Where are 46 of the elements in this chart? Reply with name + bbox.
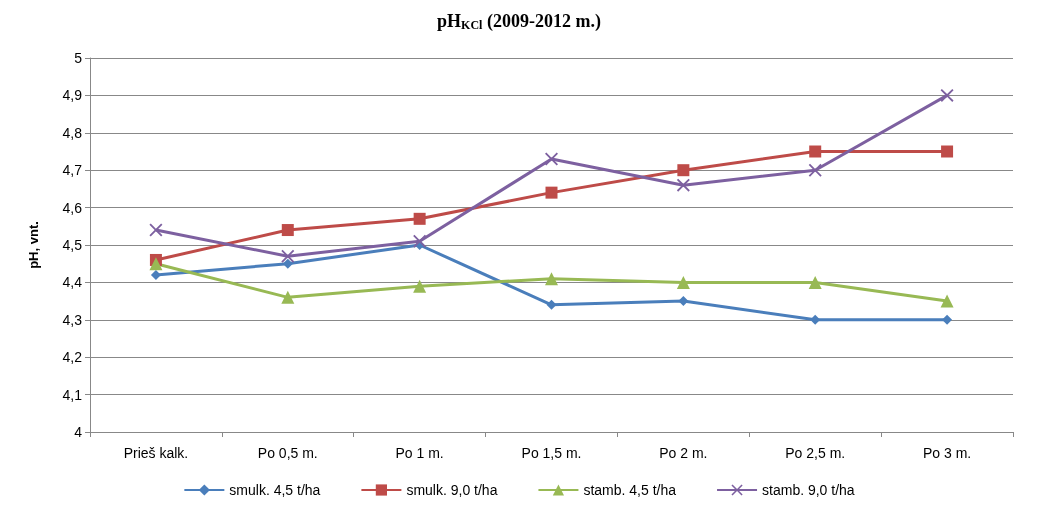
legend-label: smulk. 9,0 t/ha (406, 482, 498, 498)
point (808, 163, 822, 177)
point (149, 257, 163, 271)
y-tick-label: 4,8 (62, 124, 83, 141)
point (149, 223, 163, 237)
y-tick-label: 4,4 (62, 274, 83, 291)
point (808, 275, 822, 289)
point (941, 145, 954, 158)
x-tick-label: Po 2 m. (659, 445, 708, 461)
point (677, 164, 690, 177)
point (678, 296, 689, 307)
point (413, 279, 427, 293)
y-tick-label: 4,9 (62, 87, 83, 104)
x-tick-label: Po 1,5 m. (521, 445, 582, 461)
x-tick-label: Po 3 m. (922, 445, 972, 461)
point (676, 178, 690, 192)
y-axis-title: pH, vnt. (26, 221, 41, 269)
point (150, 269, 161, 280)
y-tick-label: 4,5 (62, 237, 83, 253)
point (282, 258, 293, 269)
y-tick-label: 4,2 (62, 349, 83, 366)
point (413, 212, 426, 225)
legend-label: stamb. 4,5 t/ha (583, 482, 677, 498)
x-tick-label: Prieš kalk. (123, 445, 189, 461)
point (281, 290, 295, 304)
y-tick-label: 4,7 (62, 162, 83, 179)
x-tick-label: Po 1 m. (395, 445, 444, 461)
point (413, 234, 427, 248)
y-tick-label: 4,6 (62, 199, 83, 216)
x-tick-label: Po 2,5 m. (785, 445, 846, 461)
point (545, 272, 558, 286)
y-tick-label: 4 (74, 424, 83, 440)
point (546, 299, 557, 310)
y-tick-label: 4,3 (62, 311, 83, 328)
point (281, 249, 295, 263)
legend-label: stamb. 9,0 t/ha (762, 482, 855, 498)
x-tick-label: Po 0,5 m. (257, 445, 318, 461)
point (676, 275, 690, 289)
point (940, 294, 954, 308)
point (809, 145, 822, 158)
y-tick-label: 4,1 (62, 386, 83, 403)
legend-label: smulk. 4,5 t/ha (229, 482, 321, 498)
point (281, 224, 294, 237)
y-tick-label: 5 (74, 50, 83, 66)
point (545, 186, 558, 199)
point (942, 314, 953, 325)
